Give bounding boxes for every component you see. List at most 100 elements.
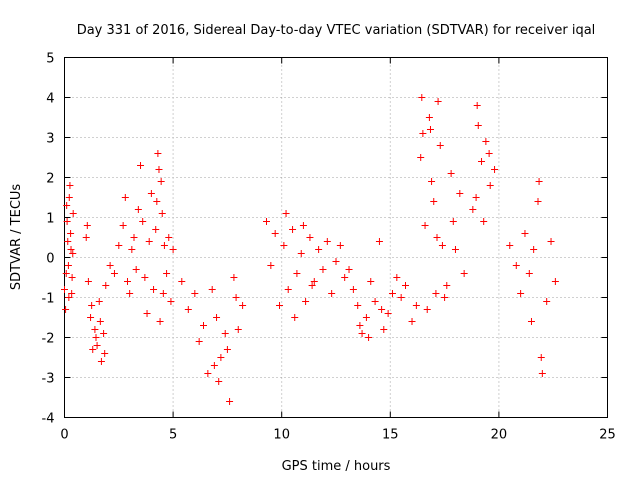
data-point	[119, 222, 127, 229]
data-point	[425, 114, 433, 121]
data-point	[184, 306, 192, 313]
data-point	[87, 314, 95, 321]
x-tick-label: 10	[273, 428, 290, 443]
data-point	[69, 210, 77, 217]
data-point	[84, 278, 92, 285]
data-point	[159, 290, 167, 297]
data-point	[537, 354, 545, 361]
data-point	[432, 290, 440, 297]
data-point	[267, 262, 275, 269]
grid-lines	[64, 57, 608, 418]
data-point	[306, 234, 314, 241]
data-point	[388, 290, 396, 297]
data-point	[434, 98, 442, 105]
x-tick-label: 5	[169, 428, 177, 443]
data-point	[121, 194, 129, 201]
data-point	[362, 314, 370, 321]
data-point	[521, 230, 529, 237]
data-point	[315, 246, 323, 253]
data-point	[262, 218, 270, 225]
data-point	[217, 354, 225, 361]
data-point	[433, 234, 441, 241]
data-point	[473, 102, 481, 109]
y-tick-label: 0	[46, 252, 54, 267]
data-point	[63, 202, 71, 209]
data-point	[512, 262, 520, 269]
data-point	[178, 278, 186, 285]
data-point	[527, 318, 535, 325]
data-point	[356, 322, 364, 329]
data-points	[61, 94, 559, 405]
data-point	[310, 278, 318, 285]
data-point	[213, 314, 221, 321]
data-point	[123, 278, 131, 285]
y-axis-label: SDTVAR / TECUs	[9, 184, 24, 291]
data-point	[65, 294, 73, 301]
data-point	[393, 274, 401, 281]
data-point	[506, 242, 514, 249]
data-point	[62, 270, 70, 277]
data-point	[93, 342, 101, 349]
data-point	[289, 226, 297, 233]
data-point	[428, 178, 436, 185]
data-point	[472, 194, 480, 201]
data-point	[336, 242, 344, 249]
data-point	[341, 274, 349, 281]
data-point	[282, 210, 290, 217]
data-point	[61, 286, 68, 293]
data-point	[66, 182, 74, 189]
data-point	[451, 246, 459, 253]
data-point	[482, 138, 490, 145]
data-point	[328, 290, 336, 297]
data-point	[535, 178, 543, 185]
data-point	[293, 270, 301, 277]
y-tick-label: -4	[42, 412, 55, 427]
data-point	[469, 206, 477, 213]
data-point	[83, 222, 91, 229]
data-point	[423, 306, 431, 313]
y-tick-label: -3	[42, 372, 55, 387]
data-point	[378, 306, 386, 313]
y-tick-labels: -4 -3 -2 -1 0 1 2 3 4 5	[42, 52, 55, 427]
data-point	[200, 322, 208, 329]
data-point	[141, 274, 149, 281]
data-point	[195, 338, 203, 345]
data-point	[156, 318, 164, 325]
data-point	[384, 310, 392, 317]
y-tick-label: 3	[46, 132, 54, 147]
data-point	[534, 198, 542, 205]
data-point	[68, 290, 76, 297]
data-point	[145, 238, 153, 245]
x-tick-label: 0	[60, 428, 68, 443]
data-point	[530, 246, 538, 253]
x-tick-labels: 0 5 10 15 20 25	[60, 428, 615, 443]
data-point	[92, 334, 100, 341]
data-point	[525, 270, 533, 277]
data-point	[157, 178, 165, 185]
data-point	[143, 310, 151, 317]
data-point	[154, 150, 162, 157]
data-point	[110, 270, 118, 277]
data-point	[491, 166, 499, 173]
data-point	[460, 270, 468, 277]
data-point	[456, 190, 464, 197]
data-point	[430, 198, 438, 205]
y-tick-label: 2	[46, 172, 54, 187]
data-point	[365, 334, 373, 341]
data-point	[447, 170, 455, 177]
y-tick-label: -1	[42, 292, 55, 307]
data-point	[449, 218, 457, 225]
data-point	[345, 266, 353, 273]
x-tick-label: 20	[491, 428, 508, 443]
data-point	[223, 346, 231, 353]
data-point	[408, 318, 416, 325]
data-point	[358, 330, 366, 337]
data-point	[418, 94, 426, 101]
data-point	[417, 154, 425, 161]
data-point	[101, 350, 109, 357]
data-point	[284, 286, 292, 293]
y-tick-label: -2	[42, 332, 55, 347]
data-point	[100, 330, 108, 337]
data-point	[302, 298, 310, 305]
data-point	[160, 242, 168, 249]
